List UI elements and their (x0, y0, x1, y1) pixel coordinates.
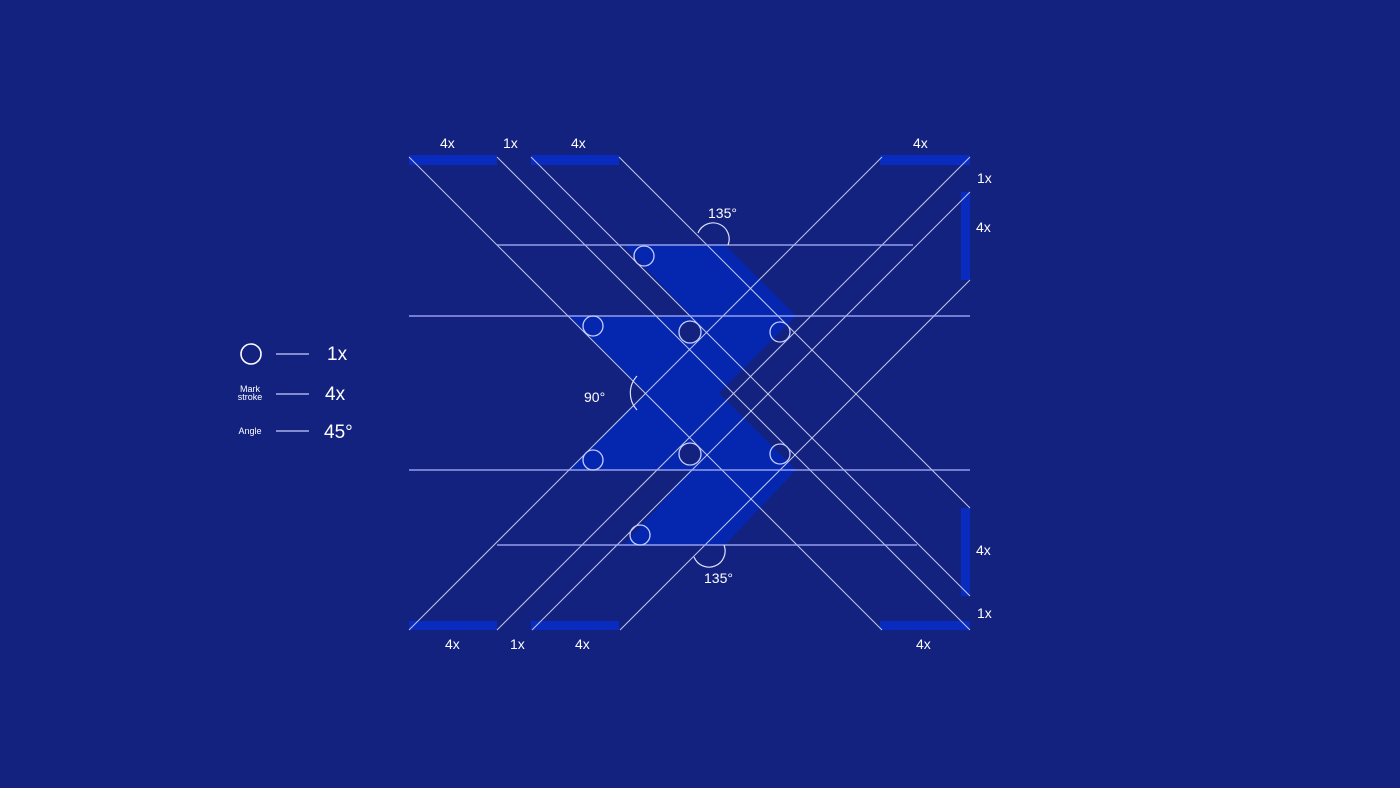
angle-arc-bottom (693, 544, 726, 568)
bar-bottom-2 (531, 621, 619, 630)
angle-arcs (629, 222, 730, 568)
construction-lines (408, 156, 971, 631)
bar-right-1 (961, 192, 970, 280)
measure-label: 4x (571, 135, 586, 151)
measure-label: 4x (913, 135, 928, 151)
measure-label: 4x (445, 636, 460, 652)
diagonal-line (619, 279, 971, 631)
angle-label-left: 90° (584, 389, 605, 405)
circle-icon (240, 343, 262, 365)
measure-label: 1x (503, 135, 518, 151)
legend: 1x Mark stroke 4x Angle 45° (238, 343, 353, 443)
radius-circles (582, 245, 791, 546)
bar-right-2 (961, 508, 970, 596)
bar-top-3 (880, 155, 970, 165)
radius-circle (678, 320, 702, 344)
radius-circle (582, 315, 604, 337)
radius-circle (769, 443, 791, 465)
radius-circle (633, 245, 655, 267)
measure-label: 4x (575, 636, 590, 652)
mark-bottom-segment (624, 470, 796, 545)
bar-top-1 (409, 155, 497, 165)
angle-arc-top (697, 222, 730, 246)
diagonal-line (408, 156, 883, 631)
legend-key-mark-stroke-line1: Mark (240, 384, 260, 394)
measure-label: 4x (976, 542, 991, 558)
logo-mark (569, 245, 796, 545)
measure-label: 4x (440, 135, 455, 151)
radius-circle (582, 449, 604, 471)
legend-value-mark-stroke: 4x (325, 384, 346, 405)
measure-label: 4x (916, 636, 931, 652)
diagonal-line (496, 156, 971, 631)
radius-circle (629, 524, 651, 546)
measure-label: 1x (510, 636, 525, 652)
measure-labels: 4x 1x 4x 4x 1x 4x 4x 1x 4x 1x 4x 4x (440, 135, 992, 652)
radius-circle (678, 442, 702, 466)
angle-label-bottom: 135° (704, 570, 733, 586)
mark-top-segment (624, 245, 796, 316)
measure-bars (409, 155, 970, 630)
measure-label: 1x (977, 170, 992, 186)
bar-bottom-3 (880, 621, 970, 630)
diagonal-line (531, 191, 971, 631)
legend-value-angle: 45° (324, 422, 353, 443)
legend-key-angle: Angle (238, 426, 261, 436)
angle-arc-left (629, 375, 638, 411)
legend-value-circle: 1x (327, 344, 348, 365)
measure-label: 1x (977, 605, 992, 621)
angle-label-top: 135° (708, 205, 737, 221)
mark-middle-segment (569, 316, 796, 470)
bar-bottom-1 (409, 621, 497, 630)
measure-label: 4x (976, 219, 991, 235)
legend-key-mark-stroke-line2: stroke (238, 392, 263, 402)
bar-top-2 (531, 155, 619, 165)
radius-circle (769, 321, 791, 343)
